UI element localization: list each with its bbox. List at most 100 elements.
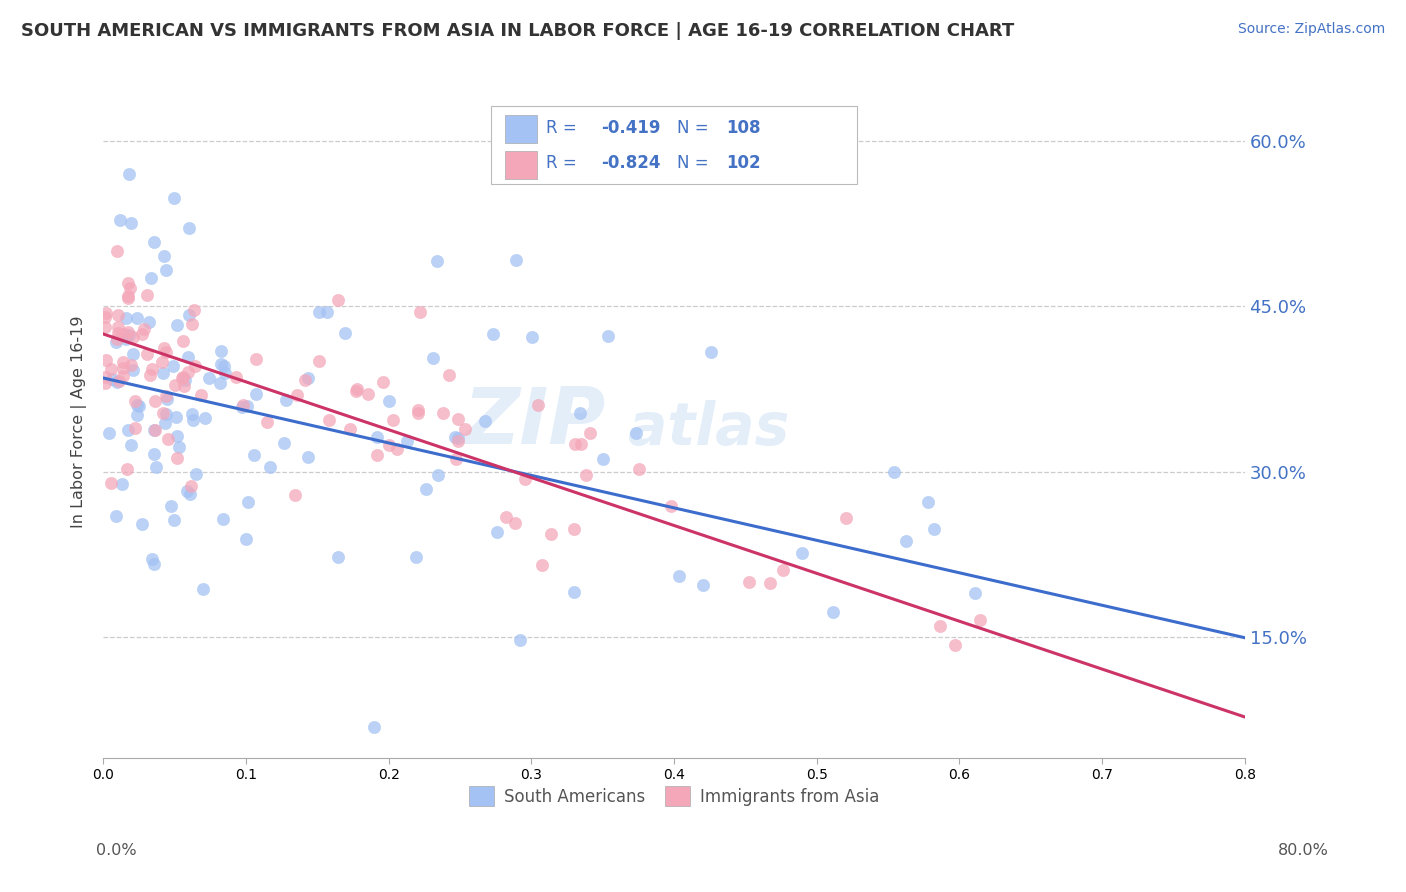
Point — [214, 366, 236, 380]
Point — [894, 534, 917, 549]
Point — [453, 422, 475, 436]
Text: R =: R = — [546, 154, 582, 172]
Point — [772, 563, 794, 577]
Point — [790, 546, 813, 560]
Point — [160, 499, 183, 513]
Point — [346, 384, 368, 399]
Point — [172, 334, 194, 349]
Point — [758, 575, 780, 590]
Text: 0.0%: 0.0% — [96, 843, 136, 858]
Point — [157, 433, 180, 447]
Point — [93, 376, 115, 391]
Point — [405, 550, 427, 565]
Text: -0.419: -0.419 — [600, 119, 661, 136]
Point — [108, 374, 131, 388]
Point — [142, 235, 165, 250]
Point — [236, 495, 259, 509]
Point — [208, 376, 231, 390]
Point — [406, 407, 429, 421]
Point — [155, 416, 177, 430]
Point — [108, 212, 131, 227]
Point — [153, 249, 176, 263]
Legend: South Americans, Immigrants from Asia: South Americans, Immigrants from Asia — [463, 780, 886, 814]
Point — [180, 479, 202, 493]
Point — [184, 467, 207, 482]
Point — [122, 363, 145, 377]
Point — [969, 614, 991, 628]
Point — [564, 437, 586, 451]
Point — [509, 633, 531, 648]
Point — [142, 557, 165, 571]
Point — [929, 619, 952, 633]
Point — [163, 513, 186, 527]
Point — [121, 330, 143, 344]
Point — [285, 387, 308, 401]
Point — [592, 451, 614, 466]
Point — [527, 398, 550, 412]
Point — [115, 462, 138, 476]
Point — [443, 430, 465, 444]
Point — [191, 582, 214, 596]
Point — [136, 347, 159, 361]
Point — [114, 311, 136, 326]
Point — [236, 399, 259, 413]
Point — [166, 318, 188, 333]
Text: ZIP: ZIP — [463, 384, 606, 460]
Point — [692, 577, 714, 591]
Point — [444, 452, 467, 467]
Point — [124, 394, 146, 409]
Point — [259, 460, 281, 475]
Point — [107, 308, 129, 322]
Point — [378, 394, 401, 409]
Point — [155, 263, 177, 277]
Point — [273, 435, 295, 450]
Point — [366, 448, 388, 462]
Text: 80.0%: 80.0% — [1278, 843, 1329, 858]
Point — [339, 421, 361, 435]
Point — [173, 379, 195, 393]
Point — [141, 362, 163, 376]
Point — [579, 426, 602, 441]
Point — [326, 550, 349, 565]
Point — [111, 361, 134, 376]
Point — [120, 215, 142, 229]
Text: Source: ZipAtlas.com: Source: ZipAtlas.com — [1237, 22, 1385, 37]
Point — [107, 375, 129, 389]
Point — [132, 321, 155, 335]
Point — [212, 511, 235, 525]
Point — [513, 472, 536, 486]
Text: N =: N = — [678, 154, 714, 172]
Point — [105, 332, 128, 346]
Point — [143, 423, 166, 437]
Point — [117, 328, 139, 343]
Point — [94, 370, 117, 384]
Point — [245, 352, 267, 367]
Point — [333, 326, 356, 341]
Point — [495, 510, 517, 524]
Point — [432, 406, 454, 420]
Point — [245, 387, 267, 401]
Text: 102: 102 — [727, 154, 761, 172]
Point — [626, 425, 648, 440]
Point — [142, 423, 165, 437]
Point — [155, 392, 177, 406]
Point — [209, 344, 232, 359]
Point — [100, 475, 122, 490]
Point — [117, 289, 139, 303]
Text: SOUTH AMERICAN VS IMMIGRANTS FROM ASIA IN LABOR FORCE | AGE 16-19 CORRELATION CH: SOUTH AMERICAN VS IMMIGRANTS FROM ASIA I… — [21, 22, 1014, 40]
Text: N =: N = — [678, 119, 714, 136]
Point — [366, 430, 388, 444]
Point — [152, 366, 174, 380]
Point — [446, 431, 468, 445]
Point — [316, 305, 339, 319]
Point — [181, 413, 204, 427]
Point — [117, 325, 139, 339]
Point — [562, 522, 585, 536]
Point — [118, 167, 141, 181]
Point — [406, 402, 429, 417]
Point — [172, 369, 194, 384]
Point — [127, 408, 149, 422]
Point — [111, 355, 134, 369]
Text: R =: R = — [546, 119, 582, 136]
Point — [165, 410, 187, 425]
